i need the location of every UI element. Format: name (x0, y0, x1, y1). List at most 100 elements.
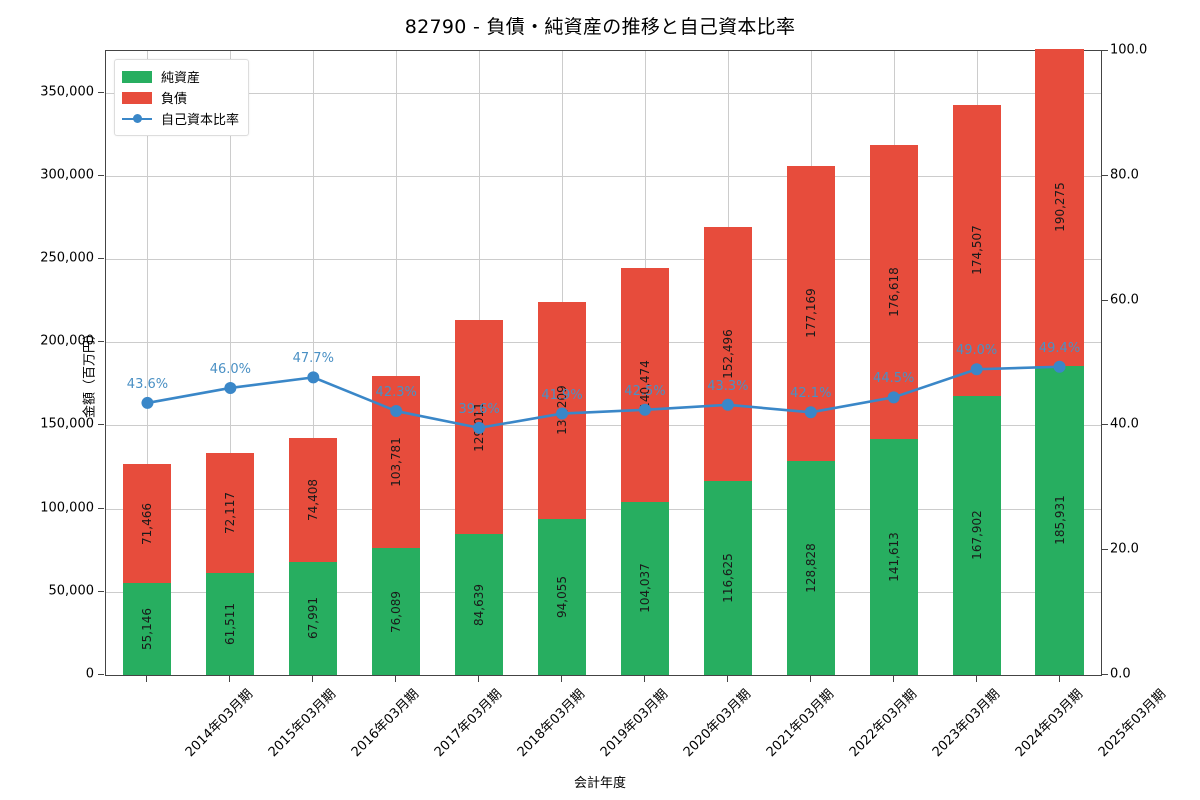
bar-segment-liability[interactable]: 152,496 (703, 227, 752, 481)
y-axis-left-tick-label: 300,000 (40, 167, 94, 183)
y-axis-left-tick-mark (98, 590, 104, 592)
y-axis-left-tick-label: 50,000 (48, 583, 95, 599)
ratio-line (147, 365, 1060, 430)
y-axis-left-label: 金額（百万円） (82, 327, 98, 419)
y-axis-left-tick-mark (98, 91, 104, 93)
bar-segment-equity[interactable]: 104,037 (620, 501, 669, 675)
bar-column[interactable]: 55,146 71,466 (123, 51, 172, 675)
bar-segment-equity[interactable]: 55,146 (123, 583, 172, 675)
x-axis-tick-mark (726, 676, 728, 682)
ratio-point-marker[interactable] (721, 398, 734, 411)
bar-column[interactable]: 116,625 152,496 (703, 51, 752, 675)
y-axis-left-tick-mark (98, 258, 104, 259)
gridline-horizontal (106, 175, 1101, 177)
bar-column[interactable]: 61,511 72,117 (206, 51, 255, 675)
x-axis-tick-label: 2014年03月期 (183, 686, 257, 761)
legend-item-equity: 純資産 (122, 66, 239, 87)
legend-item-liability: 負債 (122, 87, 239, 108)
x-axis-tick-mark (146, 676, 148, 682)
y-axis-right-tick-label: 60.0 (1110, 292, 1139, 308)
bar-segment-equity[interactable]: 67,991 (289, 561, 338, 675)
bar-segment-equity[interactable]: 185,931 (1035, 365, 1084, 675)
ratio-point-marker[interactable] (556, 407, 569, 420)
gridline-horizontal (106, 259, 1101, 260)
y-axis-right-tick-mark (1102, 424, 1108, 426)
x-axis-tick-label: 2022年03月期 (846, 686, 920, 761)
y-axis-right-tick-label: 100.0 (1110, 42, 1148, 58)
y-axis-left-tick-mark (98, 424, 104, 426)
bar-segment-equity[interactable]: 141,613 (869, 439, 918, 675)
gridline-horizontal (106, 425, 1101, 427)
bar-column[interactable]: 67,991 74,408 (289, 51, 338, 675)
ratio-value-label: 49.0% (955, 343, 998, 359)
bar-segment-equity[interactable]: 116,625 (703, 480, 752, 675)
x-axis-tick-mark (975, 676, 977, 682)
legend-item-ratio: 自己資本比率 (122, 108, 239, 129)
y-axis-left-tick-label: 250,000 (40, 250, 94, 266)
ratio-value-label: 44.5% (873, 371, 915, 387)
y-axis-right-tick-label: 80.0 (1110, 167, 1139, 183)
y-axis-left-tick-mark (98, 674, 104, 675)
x-axis-tick-mark (892, 676, 894, 682)
legend-line-marker-icon (122, 113, 152, 125)
gridline-horizontal (106, 342, 1101, 344)
plot-area: 55,146 71,466 61,511 72,117 67,991 74,408 76,0… (105, 49, 1102, 676)
bar-column[interactable]: 185,931 190,275 (1035, 49, 1084, 675)
legend-label-liability: 負債 (161, 92, 188, 107)
bar-segment-liability[interactable]: 176,618 (869, 145, 918, 440)
gridline-horizontal (106, 591, 1101, 593)
ratio-point-marker[interactable] (804, 406, 817, 419)
ratio-point-marker[interactable] (224, 381, 237, 394)
ratio-point-marker[interactable] (390, 405, 403, 418)
y-axis-right-tick-mark (1102, 50, 1108, 51)
ratio-point-marker[interactable] (638, 403, 651, 416)
gridline-horizontal (106, 92, 1101, 94)
bar-segment-equity[interactable]: 61,511 (206, 572, 255, 675)
bar-segment-liability[interactable]: 190,275 (1035, 49, 1084, 366)
gridline-vertical (230, 51, 232, 675)
x-axis-tick-label: 2024年03月期 (1012, 686, 1086, 761)
ratio-line-layer (141, 360, 1066, 434)
ratio-point-marker[interactable] (887, 391, 900, 404)
y-axis-left-tick-mark (98, 341, 104, 343)
legend-label-equity: 純資産 (161, 71, 201, 86)
page-title: 82790 - 負債・純資産の推移と自己資本比率 (404, 16, 796, 38)
x-axis-tick-mark (395, 676, 397, 682)
bar-segment-liability[interactable]: 71,466 (123, 464, 172, 584)
ratio-point-marker[interactable] (141, 396, 154, 409)
gridline-vertical (313, 51, 315, 675)
x-axis-label: 会計年度 (573, 776, 626, 791)
bar-column[interactable]: 167,902 174,507 (952, 51, 1001, 675)
bar-segment-liability[interactable]: 74,408 (289, 438, 338, 562)
y-axis-right-tick-label: 40.0 (1110, 416, 1139, 432)
ratio-point-marker[interactable] (473, 421, 486, 434)
ratio-point-marker[interactable] (307, 371, 320, 384)
y-axis-left-tick-label: 350,000 (40, 84, 94, 100)
ratio-value-label: 43.3% (707, 378, 749, 394)
bar-segment-equity[interactable]: 128,828 (786, 460, 835, 675)
bar-segment-liability[interactable]: 72,117 (206, 452, 255, 573)
bar-segment-equity[interactable]: 84,639 (455, 534, 504, 675)
x-axis-tick-label: 2016年03月期 (349, 686, 423, 761)
gridline-horizontal (106, 508, 1101, 510)
bar-segment-equity[interactable]: 76,089 (372, 548, 421, 675)
bar-segment-liability[interactable]: 174,507 (952, 105, 1001, 396)
y-axis-left-tick-mark (98, 174, 104, 176)
x-axis-tick-label: 2025年03月期 (1095, 686, 1169, 761)
ratio-point-marker[interactable] (970, 363, 983, 376)
bar-column[interactable]: 141,613 176,618 (869, 51, 918, 675)
ratio-value-label: 43.6% (126, 376, 169, 392)
ratio-point-marker[interactable] (1053, 360, 1066, 373)
x-axis-tick-label: 2021年03月期 (763, 686, 837, 761)
bar-column[interactable]: 104,037 140,474 (620, 51, 669, 675)
x-axis-tick-mark (312, 676, 314, 682)
x-axis-tick-label: 2018年03月期 (514, 686, 589, 761)
x-axis-tick-mark (561, 676, 563, 682)
legend-swatch-liability (122, 91, 152, 104)
bar-segment-liability[interactable]: 140,474 (620, 268, 669, 502)
bar-segment-equity[interactable]: 94,055 (537, 518, 587, 675)
bar-segment-equity[interactable]: 167,902 (952, 395, 1001, 675)
legend-swatch-equity (122, 70, 152, 83)
y-axis-left-tick-label: 0 (85, 666, 94, 682)
